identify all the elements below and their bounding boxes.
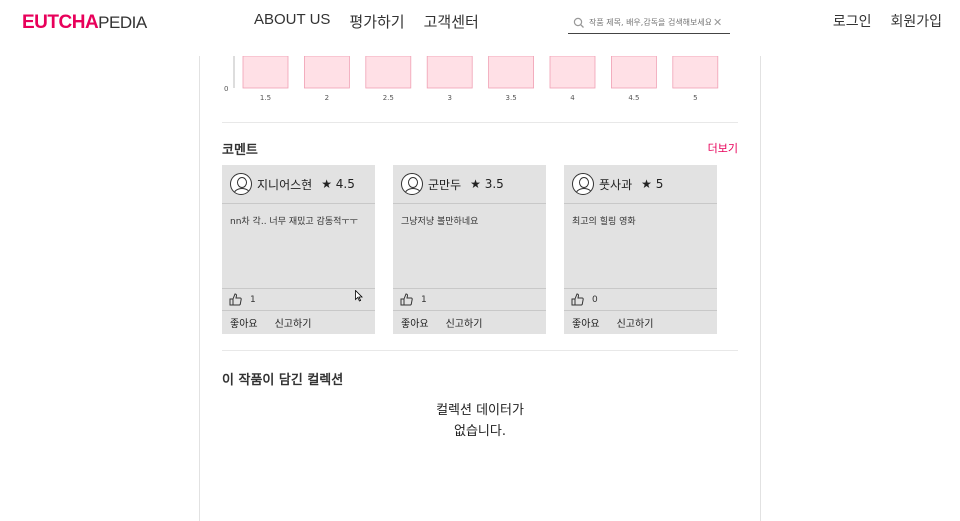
empty-line-2: 없습니다.	[454, 424, 506, 439]
comments-title: 코멘트	[222, 143, 258, 158]
thumbs-up-icon	[571, 293, 584, 306]
content-column: 0 1.5 2 2.5 3 3.5 4 4.5 5 코멘트 더보기 지니어스현 ★ 4.5 n…	[199, 55, 761, 521]
comment-rating: ★ 5	[641, 177, 664, 191]
rating-distribution-chart: 0 1.5 2 2.5 3 3.5 4 4.5 5	[222, 55, 740, 108]
x-tick-label: 2.5	[383, 94, 394, 102]
search-input[interactable]	[589, 18, 711, 27]
like-count: 0	[592, 294, 598, 305]
comment-username[interactable]: 지니어스현	[257, 177, 313, 192]
comment-header: 군만두 ★ 3.5	[393, 165, 546, 204]
report-button[interactable]: 신고하기	[445, 318, 483, 330]
rating-bar-1.5	[242, 55, 289, 89]
comment-card[interactable]: 풋사과 ★ 5 최고의 힐링 영화 0 좋아요 신고하기	[564, 165, 717, 334]
x-tick-label: 5	[693, 94, 697, 102]
user-avatar-icon[interactable]	[572, 173, 594, 195]
section-divider	[222, 122, 738, 123]
x-tick-label: 4	[570, 94, 575, 102]
empty-line-1: 컬렉션 데이터가	[436, 403, 524, 418]
login-link[interactable]: 로그인	[832, 14, 872, 30]
search-icon	[573, 17, 584, 28]
x-tick-label: 2	[325, 94, 329, 102]
comment-header: 지니어스현 ★ 4.5	[222, 165, 375, 204]
collections-empty-message: 컬렉션 데이터가 없습니다.	[400, 400, 560, 442]
like-button[interactable]: 좋아요	[230, 318, 258, 330]
report-button[interactable]: 신고하기	[616, 318, 654, 330]
rating-bar-3	[426, 55, 473, 89]
rating-bar-4	[549, 55, 596, 89]
nav-about-us[interactable]: ABOUT US	[254, 11, 331, 28]
user-avatar-icon[interactable]	[230, 173, 252, 195]
rating-bar-4.5	[610, 55, 657, 89]
logo[interactable]: EUTCHAPEDIA	[22, 12, 147, 34]
signup-link[interactable]: 회원가입	[890, 14, 942, 30]
x-tick-label: 4.5	[628, 94, 639, 102]
search-bar: ✕	[568, 12, 730, 34]
header: EUTCHAPEDIA ABOUT US 평가하기 고객센터 ✕ 로그인 회원가…	[0, 0, 960, 56]
logo-secondary: PEDIA	[98, 13, 147, 32]
like-count: 1	[421, 294, 427, 305]
clear-icon[interactable]: ✕	[713, 16, 723, 29]
rating-bar-2.5	[365, 55, 412, 89]
comment-actions: 좋아요 신고하기	[393, 311, 546, 333]
rating-chart-svg: 0 1.5 2 2.5 3 3.5 4 4.5 5	[224, 55, 719, 102]
logo-primary: EUTCHA	[22, 12, 99, 33]
comment-rating: ★ 3.5	[470, 177, 504, 191]
comment-actions: 좋아요 신고하기	[564, 311, 717, 333]
nav-rate[interactable]: 평가하기	[349, 14, 405, 31]
collections-title: 이 작품이 담긴 컬렉션	[222, 373, 344, 388]
comment-likes: 1	[222, 289, 375, 311]
thumbs-up-icon	[400, 293, 413, 306]
x-tick-label: 1.5	[260, 94, 271, 102]
x-tick-label: 3	[447, 94, 451, 102]
comment-text: nn차 각.. 너무 재밌고 감동적ㅜㅜ	[222, 204, 375, 289]
comments-more-link[interactable]: 더보기	[707, 142, 738, 155]
rating-bar-3.5	[488, 55, 535, 89]
comment-likes: 0	[564, 289, 717, 311]
x-tick-label: 3.5	[506, 94, 517, 102]
comment-card[interactable]: 군만두 ★ 3.5 그냥저냥 볼만하네요 1 좋아요 신고하기	[393, 165, 546, 334]
comment-header: 풋사과 ★ 5	[564, 165, 717, 204]
main-nav: ABOUT US 평가하기 고객센터	[254, 11, 479, 32]
comment-text: 그냥저냥 볼만하네요	[393, 204, 546, 289]
comment-text: 최고의 힐링 영화	[564, 204, 717, 289]
user-avatar-icon[interactable]	[401, 173, 423, 195]
comment-username[interactable]: 풋사과	[599, 177, 633, 192]
mouse-cursor-icon	[355, 290, 363, 302]
auth-links: 로그인 회원가입	[833, 11, 942, 31]
like-count: 1	[250, 294, 256, 305]
thumbs-up-icon	[229, 293, 242, 306]
rating-bar-2	[304, 55, 350, 89]
section-divider	[222, 350, 738, 351]
y-tick-0: 0	[224, 85, 228, 93]
like-button[interactable]: 좋아요	[401, 318, 429, 330]
nav-customer-center[interactable]: 고객센터	[423, 14, 479, 31]
comment-actions: 좋아요 신고하기	[222, 311, 375, 333]
comment-cards: 지니어스현 ★ 4.5 nn차 각.. 너무 재밌고 감동적ㅜㅜ 1 좋아요 신…	[222, 165, 717, 334]
rating-bar-5	[672, 55, 719, 89]
like-button[interactable]: 좋아요	[572, 318, 600, 330]
comment-rating: ★ 4.5	[321, 177, 355, 191]
comment-card[interactable]: 지니어스현 ★ 4.5 nn차 각.. 너무 재밌고 감동적ㅜㅜ 1 좋아요 신…	[222, 165, 375, 334]
report-button[interactable]: 신고하기	[274, 318, 312, 330]
comment-username[interactable]: 군만두	[428, 177, 462, 192]
comment-likes: 1	[393, 289, 546, 311]
